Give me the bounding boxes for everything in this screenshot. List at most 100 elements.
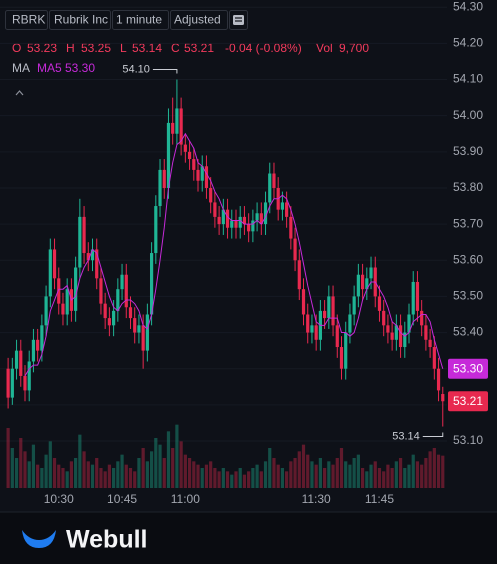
volume-bar	[192, 461, 196, 488]
volume-bar	[293, 458, 297, 488]
candle-body	[209, 187, 213, 203]
volume-bar	[86, 461, 90, 488]
candle-body	[99, 278, 103, 304]
y-tick-label: 54.00	[453, 108, 483, 122]
volume-bar	[124, 464, 128, 488]
candle-body	[213, 202, 217, 217]
x-tick-label: 11:45	[365, 492, 394, 506]
interval-box[interactable]	[112, 10, 169, 30]
volume-bar	[352, 458, 356, 488]
candle-body	[335, 325, 339, 348]
candle-body	[272, 173, 276, 188]
candle-body	[314, 325, 318, 340]
logo[interactable]: Webull	[22, 526, 147, 554]
candle-body	[407, 314, 411, 333]
candle-body	[86, 253, 90, 261]
brand[interactable]: Webull	[66, 526, 147, 554]
volume-bar	[436, 454, 441, 488]
volume-bar	[403, 468, 407, 488]
indicator-title[interactable]: MA	[12, 61, 30, 75]
candle-body	[158, 169, 162, 207]
volume-bar	[48, 441, 52, 488]
candle-body	[27, 361, 31, 391]
candle-body	[187, 151, 192, 160]
symbol-box[interactable]	[5, 10, 48, 30]
volume-bar	[141, 448, 145, 488]
volume-bar	[314, 464, 318, 488]
candle-body	[225, 209, 230, 228]
last-price-tag-box	[448, 391, 488, 412]
change: -0.04 (-0.08%)	[225, 41, 302, 55]
volume-bar	[394, 461, 398, 488]
volume-bar	[280, 468, 285, 488]
volume-bar	[175, 424, 179, 488]
high-marker-label: 54.10	[122, 63, 150, 75]
volume-bar	[373, 461, 377, 488]
candle-body	[31, 339, 36, 362]
volume-bar	[432, 448, 436, 488]
volume-bar	[365, 471, 369, 488]
candle-body	[6, 368, 10, 398]
volume-bar	[65, 471, 69, 488]
candle-body	[377, 296, 382, 311]
ma5-value: 53.30	[65, 61, 95, 75]
settings-icon[interactable]	[233, 15, 244, 25]
adjustment[interactable]: Adjusted	[174, 13, 221, 27]
candle-body	[344, 332, 348, 369]
candle-body	[200, 166, 204, 181]
collapse-caret[interactable]	[15, 90, 24, 96]
volume-bar	[221, 468, 225, 488]
volume-bar	[331, 464, 335, 488]
volume-bar	[128, 468, 133, 488]
volume-bar	[187, 458, 192, 488]
candle-body	[162, 169, 166, 188]
volume-bar	[251, 468, 255, 488]
volume-bar	[230, 474, 234, 488]
y-tick-label: 53.60	[453, 252, 483, 266]
volume-bar	[14, 458, 19, 488]
company-name[interactable]: Rubrik Inc	[54, 13, 108, 27]
volume-bar	[318, 458, 322, 488]
close-label: C	[171, 41, 180, 55]
high-label: H	[66, 41, 75, 55]
settings-box[interactable]	[229, 10, 248, 30]
volume-bar	[27, 461, 31, 488]
symbol[interactable]: RBRK	[12, 13, 45, 27]
volume-bar	[238, 468, 242, 488]
candle-body	[48, 249, 52, 297]
footer-bar	[0, 512, 497, 564]
ma5-price-tag-box	[448, 358, 488, 379]
candle-body	[192, 159, 196, 170]
volume-bar	[424, 458, 428, 488]
candle-body	[133, 318, 137, 333]
candle-body	[120, 274, 124, 290]
volume-bar	[69, 461, 74, 488]
volume-bar	[268, 448, 272, 488]
candle-body	[44, 296, 48, 326]
volume-bar	[179, 441, 183, 488]
candle-body	[259, 213, 263, 225]
candle-body	[301, 289, 306, 315]
volume-bar	[10, 448, 14, 488]
candle-body	[360, 274, 365, 290]
interval[interactable]: 1 minute	[116, 13, 162, 27]
adjustment-box[interactable]	[170, 10, 228, 30]
y-tick-label: 53.50	[453, 289, 483, 303]
candle-body	[390, 332, 394, 340]
volume-bar	[57, 464, 61, 488]
last-price-tag: 53.21	[453, 394, 483, 408]
candle-body	[124, 274, 128, 308]
candle-body	[339, 347, 344, 369]
volume-bar	[116, 461, 120, 488]
candle-body	[310, 325, 314, 333]
candle-body	[107, 318, 111, 326]
high-marker-line	[152, 69, 178, 74]
open-label: O	[12, 41, 21, 55]
candle-body	[154, 206, 158, 254]
name-box[interactable]	[49, 10, 111, 30]
candle-body	[141, 325, 145, 351]
candle-body	[306, 314, 310, 333]
candle-body	[268, 173, 272, 203]
volume-bar	[99, 468, 103, 488]
